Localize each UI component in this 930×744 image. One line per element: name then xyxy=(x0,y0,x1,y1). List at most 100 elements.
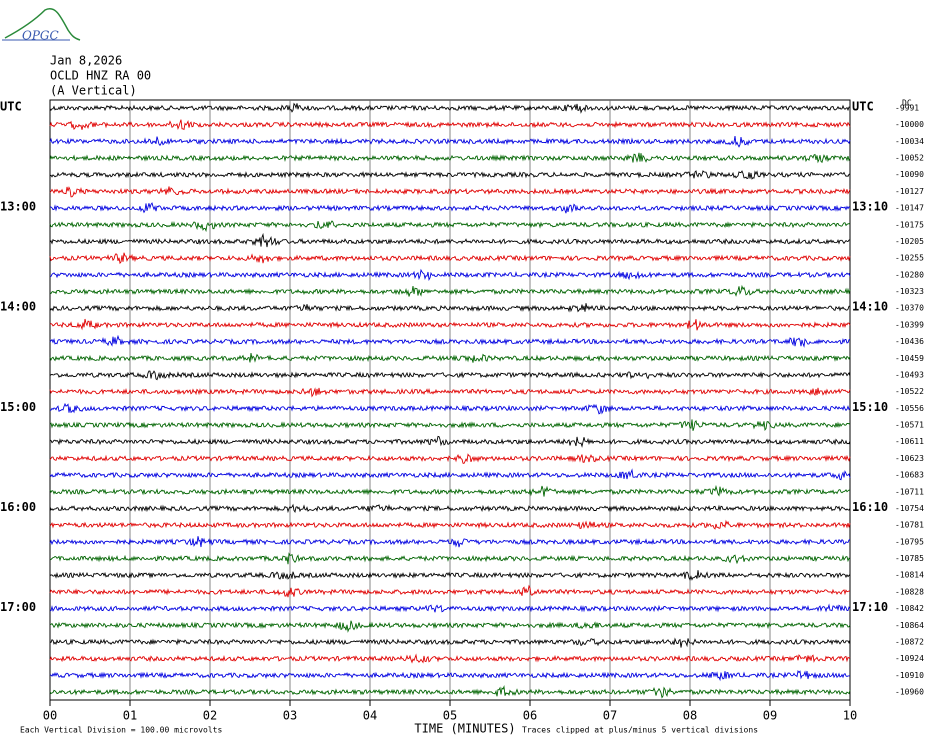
offset-label: -10781 xyxy=(895,521,924,530)
trace xyxy=(49,603,851,613)
trace xyxy=(49,119,851,131)
offset-label: -10611 xyxy=(895,437,924,446)
offset-label: -10571 xyxy=(895,421,924,430)
offset-label: -10924 xyxy=(895,654,924,663)
offset-label: -10370 xyxy=(895,304,924,313)
right-time-label: 15:10 xyxy=(852,400,888,414)
trace xyxy=(49,653,851,664)
x-tick-label: 07 xyxy=(603,709,617,723)
trace xyxy=(49,232,851,248)
offset-label: -10127 xyxy=(895,187,924,196)
offset-label: -10785 xyxy=(895,554,924,563)
station: OCLD HNZ RA 00 xyxy=(50,69,151,83)
trace xyxy=(49,684,851,699)
right-time-label: 17:10 xyxy=(852,600,888,614)
offset-label: -10147 xyxy=(895,204,924,213)
offset-label: -10323 xyxy=(895,287,924,296)
trace xyxy=(49,268,851,282)
component: (A Vertical) xyxy=(50,84,137,98)
offset-label: -10842 xyxy=(895,604,924,613)
trace xyxy=(49,670,851,682)
trace xyxy=(49,584,851,598)
right-time-label: 13:10 xyxy=(852,200,888,214)
trace xyxy=(49,136,851,148)
left-time-label: 14:00 xyxy=(0,300,36,314)
offset-label: -10034 xyxy=(895,137,924,146)
trace xyxy=(49,453,851,464)
x-tick-label: 09 xyxy=(763,709,777,723)
trace xyxy=(49,570,851,581)
trace xyxy=(49,419,851,432)
offset-label: -10090 xyxy=(895,170,924,179)
offset-label: -10052 xyxy=(895,154,924,163)
scale-note: Each Vertical Division = 100.00 microvol… xyxy=(20,726,222,735)
trace xyxy=(49,202,851,214)
x-tick-label: 03 xyxy=(283,709,297,723)
trace xyxy=(49,303,851,313)
offset-label: -10623 xyxy=(895,454,924,463)
left-time-label: UTC xyxy=(0,100,22,114)
left-time-label: 15:00 xyxy=(0,400,36,414)
trace xyxy=(49,284,851,297)
x-tick-label: 10 xyxy=(843,709,857,723)
logo-mark xyxy=(2,8,81,41)
offset-label: -10795 xyxy=(895,537,924,546)
trace xyxy=(49,519,851,530)
left-time-label: 17:00 xyxy=(0,600,36,614)
trace xyxy=(49,536,851,548)
trace xyxy=(49,435,851,448)
offset-label: -9991 xyxy=(895,104,919,113)
trace xyxy=(49,353,851,363)
offset-label: -10864 xyxy=(895,621,924,630)
date: Jan 8,2026 xyxy=(50,54,122,68)
trace xyxy=(49,484,851,497)
trace xyxy=(49,620,851,633)
trace xyxy=(49,186,851,198)
offset-label: -10255 xyxy=(895,254,924,263)
offset-label: -10556 xyxy=(895,404,924,413)
offset-label: -10000 xyxy=(895,120,924,129)
offset-label: -10436 xyxy=(895,337,924,346)
left-time-label: 16:00 xyxy=(0,500,36,514)
offset-label: -10205 xyxy=(895,237,924,246)
trace xyxy=(49,170,851,180)
x-tick-label: 05 xyxy=(443,709,457,723)
offset-label: -10910 xyxy=(895,671,924,680)
trace xyxy=(49,252,851,265)
x-tick-label: 06 xyxy=(523,709,537,723)
left-time-label: 13:00 xyxy=(0,200,36,214)
offset-label: -10828 xyxy=(895,587,924,596)
trace xyxy=(49,637,851,648)
offset-label: -10683 xyxy=(895,471,924,480)
trace xyxy=(49,503,851,514)
trace xyxy=(49,468,851,481)
x-tick-label: 04 xyxy=(363,709,377,723)
dc-label: DC xyxy=(902,99,912,108)
trace xyxy=(49,102,850,114)
clip-note: Traces clipped at plus/minus 5 vertical … xyxy=(522,726,758,735)
offset-label: -10872 xyxy=(895,637,924,646)
logo: OPGC xyxy=(22,29,59,43)
trace xyxy=(49,152,851,164)
trace xyxy=(49,220,851,233)
offset-label: -10711 xyxy=(895,487,924,496)
x-tick-label: 02 xyxy=(203,709,217,723)
offset-label: -10399 xyxy=(895,320,924,329)
x-axis-title: TIME (MINUTES) xyxy=(414,722,515,736)
x-tick-label: 00 xyxy=(43,709,57,723)
x-tick-label: 08 xyxy=(683,709,697,723)
trace xyxy=(49,552,851,565)
trace xyxy=(49,387,851,398)
offset-label: -10459 xyxy=(895,354,924,363)
offset-label: -10814 xyxy=(895,571,924,580)
trace xyxy=(49,318,851,331)
trace xyxy=(49,402,851,415)
trace xyxy=(49,370,851,381)
trace xyxy=(49,334,851,348)
offset-label: -10175 xyxy=(895,220,924,229)
offset-label: -10960 xyxy=(895,688,924,697)
right-time-label: 16:10 xyxy=(852,500,888,514)
right-time-label: UTC xyxy=(852,100,874,114)
offset-label: -10754 xyxy=(895,504,924,513)
